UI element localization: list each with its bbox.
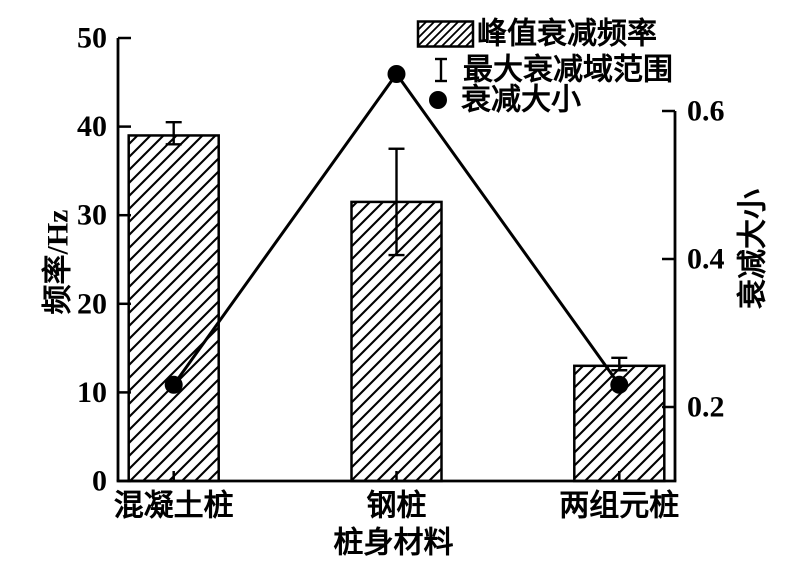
x-tick-label-steel-pile: 钢桩 xyxy=(367,489,427,523)
error-bar-concrete-pile xyxy=(165,120,182,146)
x-tick-label-two-component-pile: 两组元桩 xyxy=(559,489,679,523)
attenuation-dot-concrete-pile xyxy=(164,375,183,394)
error-bar-steel-pile xyxy=(388,147,405,257)
legend-label-0: 峰值衰减频率 xyxy=(477,18,657,51)
error-bar-two-component-pile xyxy=(611,356,628,372)
left-axis-title: 频率/Hz xyxy=(42,210,75,315)
legend-label-1: 最大衰减域范围 xyxy=(463,54,673,87)
right-axis-tick-label: 0.6 xyxy=(687,95,725,128)
bar-concrete-pile xyxy=(127,134,220,483)
error-bar-icon xyxy=(435,57,447,83)
legend-item-0: 峰值衰减频率 xyxy=(416,18,657,51)
tick-marks xyxy=(118,36,675,483)
right-axis-tick-label: 0.4 xyxy=(687,243,725,276)
hatched-box-icon xyxy=(416,20,475,48)
attenuation-dot-two-component-pile xyxy=(610,375,629,394)
x-tick-label-concrete-pile: 混凝土桩 xyxy=(114,489,234,523)
legend-label-2: 衰减大小 xyxy=(461,84,581,117)
left-axis-tick-label: 40 xyxy=(77,110,107,143)
legend-item-1: 最大衰减域范围 xyxy=(435,54,673,87)
dot-icon xyxy=(429,91,447,109)
right-axis-title: 衰减大小 xyxy=(737,189,770,309)
left-axis-tick-label: 0 xyxy=(92,465,107,498)
right-axis-tick-label: 0.2 xyxy=(687,391,725,424)
error-bar-series xyxy=(165,120,628,372)
left-axis-tick-label: 20 xyxy=(77,287,107,320)
x-axis-title: 桩身材料 xyxy=(334,526,454,560)
left-axis-tick-label: 50 xyxy=(77,22,107,55)
left-axis-tick-label: 10 xyxy=(77,376,107,409)
legend-item-2: 衰减大小 xyxy=(429,84,581,117)
attenuation-dot-steel-pile xyxy=(387,65,406,83)
left-axis-tick-label: 30 xyxy=(77,199,107,232)
